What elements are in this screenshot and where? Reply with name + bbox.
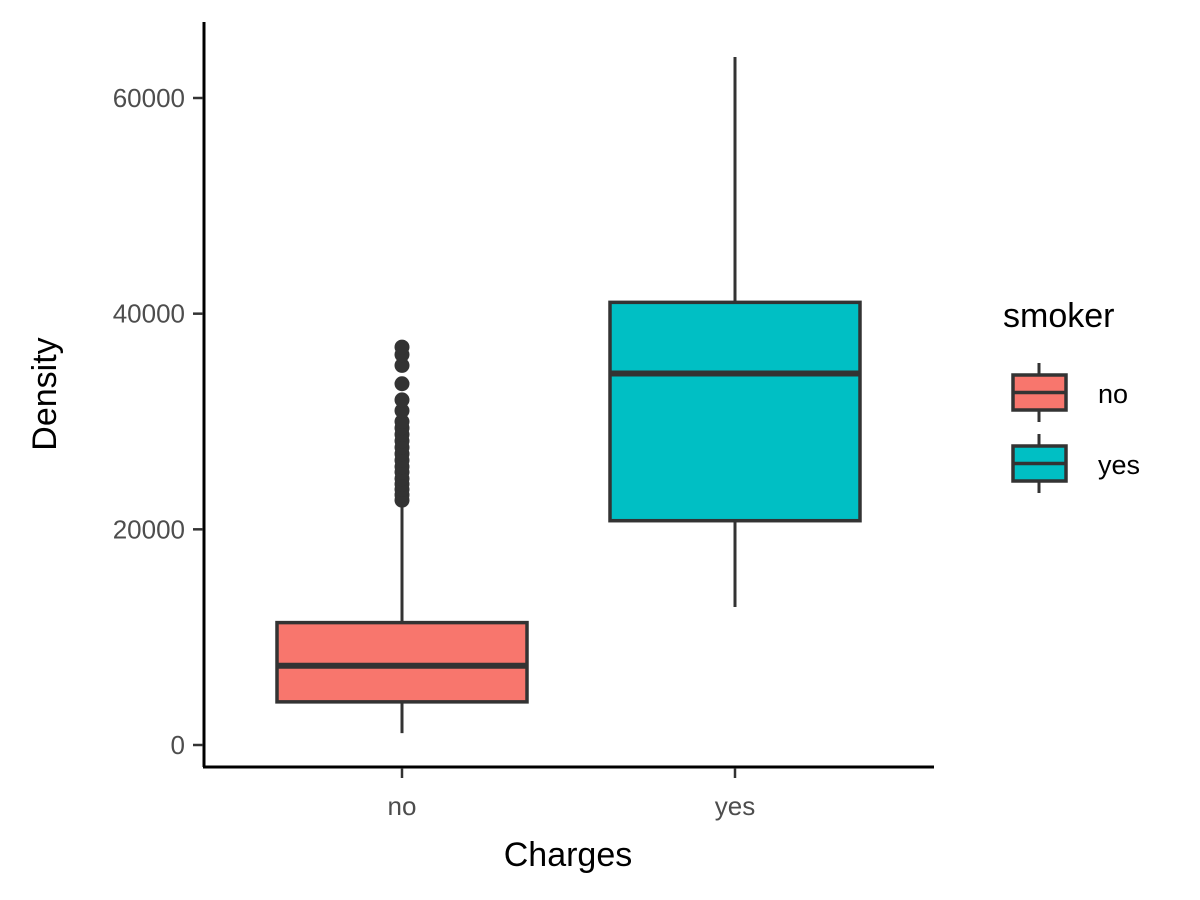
legend-label: no: [1098, 379, 1128, 409]
outlier-point: [394, 376, 410, 392]
legend-title: smoker: [1003, 297, 1114, 335]
outlier-point: [394, 357, 410, 373]
box-no: [275, 339, 529, 734]
legend-item-no: no: [1011, 363, 1128, 422]
x-tick-label: no: [388, 791, 417, 821]
x-tick-label: yes: [715, 791, 755, 821]
outlier-point: [394, 392, 410, 408]
legend: smoker no yes: [1003, 297, 1140, 493]
plot-area: [275, 57, 862, 734]
outlier-point: [394, 339, 410, 355]
legend-item-yes: yes: [1011, 434, 1140, 493]
box-yes: [608, 57, 862, 607]
y-axis-title: Density: [26, 337, 64, 450]
y-axis-ticks: 0 20000 40000 60000: [113, 83, 203, 760]
x-axis-ticks: no yes: [388, 768, 755, 821]
iqr-box: [275, 620, 529, 704]
legend-items: no yes: [1011, 363, 1140, 493]
outlier-point: [394, 414, 410, 429]
y-tick-label: 60000: [113, 83, 185, 113]
legend-label: yes: [1098, 450, 1140, 480]
y-tick-label: 40000: [113, 299, 185, 329]
y-tick-label: 0: [171, 730, 185, 760]
x-axis-title: Charges: [504, 836, 633, 874]
y-tick-label: 20000: [113, 514, 185, 544]
outlier-point: [394, 403, 410, 419]
iqr-box: [608, 300, 862, 523]
